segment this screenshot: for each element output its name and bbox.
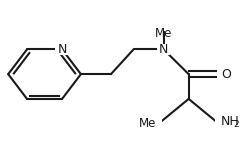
Text: N: N (57, 43, 67, 56)
Text: 2: 2 (233, 120, 239, 129)
Text: Me: Me (139, 117, 156, 130)
FancyBboxPatch shape (155, 22, 172, 31)
Text: Me: Me (155, 27, 172, 40)
FancyBboxPatch shape (217, 69, 233, 79)
FancyBboxPatch shape (145, 119, 162, 128)
Text: N: N (159, 43, 168, 56)
FancyBboxPatch shape (215, 114, 238, 126)
FancyBboxPatch shape (157, 44, 171, 54)
Text: O: O (221, 68, 231, 81)
Text: NH: NH (221, 116, 240, 128)
FancyBboxPatch shape (55, 44, 69, 54)
